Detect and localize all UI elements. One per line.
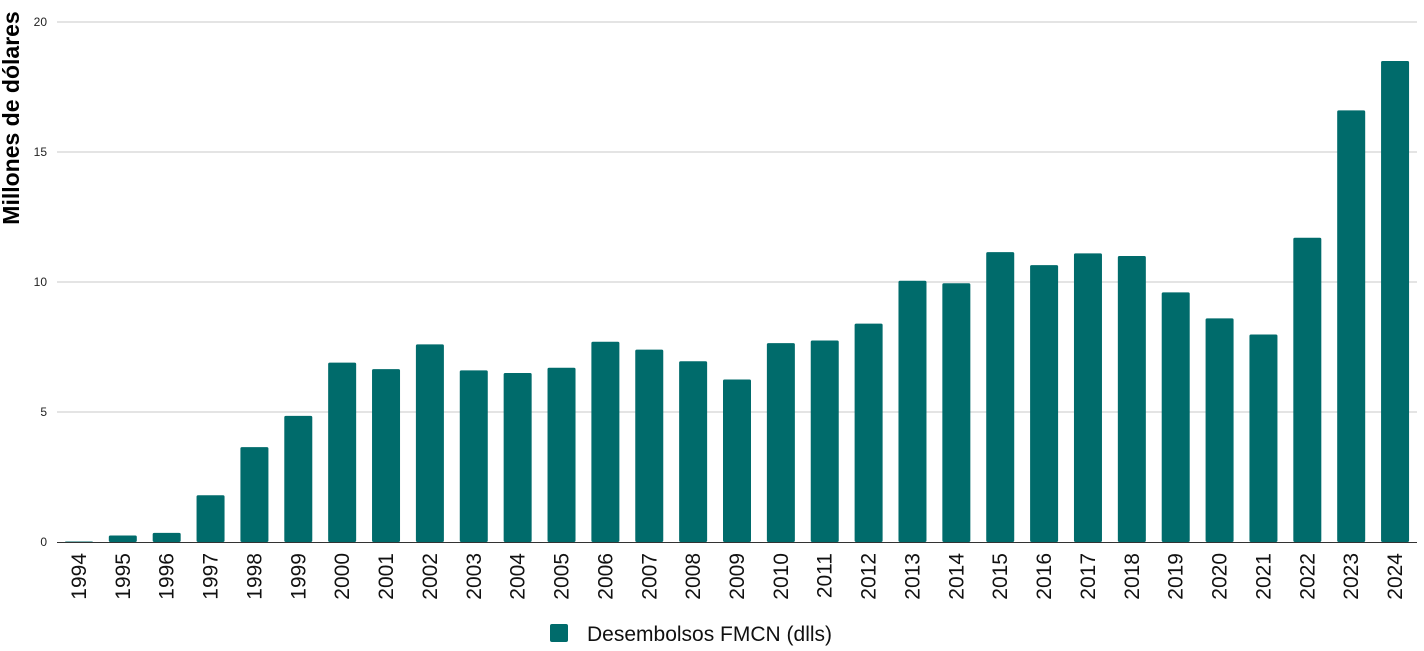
bar-2007 [635,349,664,542]
x-tick-label: 1997 [200,553,223,600]
bar-2020 [1205,318,1234,542]
x-tick-label: 2024 [1384,553,1407,600]
bar-2011 [810,340,839,542]
bar-2005 [547,367,576,542]
x-tick-label: 2007 [638,553,661,600]
x-tick-label: 2004 [507,553,530,600]
bar-1994 [64,541,93,542]
y-tick-label: 10 [34,275,48,289]
y-tick-label: 5 [40,405,47,419]
x-tick-label: 2020 [1209,553,1232,600]
bar-2012 [854,323,883,542]
bar-2008 [679,361,708,542]
y-axis-title: Millones de dólares [0,11,24,224]
bar-2000 [328,362,357,542]
bar-2014 [942,283,971,542]
bar-2017 [1073,253,1102,542]
x-tick-label: 2013 [901,553,924,600]
bar-2003 [459,370,488,542]
y-tick-label: 0 [40,535,47,549]
x-tick-label: 2016 [1033,553,1056,600]
x-tick-label: 1999 [287,553,310,600]
bar-2001 [372,369,401,542]
bar-2009 [723,379,751,542]
bar-2018 [1117,256,1146,542]
bar-2015 [986,252,1015,542]
x-tick-label: 2000 [331,553,354,600]
bar-2016 [1030,265,1059,542]
x-tick-label: 2018 [1121,553,1144,600]
x-tick-label: 2008 [682,553,705,600]
x-tick-label: 2005 [551,553,574,600]
x-axis-ticks: 1994 1995 1996 1997 1998 1999 2000 2001 2002 2003… [68,553,1407,600]
bar-1999 [284,415,313,542]
x-tick-label: 2023 [1340,553,1363,600]
x-tick-label: 2003 [463,553,486,600]
bar-1996 [152,532,181,542]
x-tick-label: 2006 [594,553,617,600]
bar-2024 [1381,61,1410,542]
x-tick-label: 2019 [1165,553,1188,600]
bar-2006 [591,341,620,542]
bar-2023 [1337,110,1366,543]
x-tick-label: 2009 [726,553,749,600]
x-tick-label: 2021 [1252,553,1275,600]
legend-swatch [550,624,568,642]
bar-2022 [1293,237,1322,543]
y-tick-label: 20 [34,15,48,29]
bar-2002 [415,344,444,542]
bar-2021 [1249,334,1278,542]
x-tick-label: 2015 [989,553,1012,600]
x-tick-label: 2012 [858,553,881,600]
x-tick-label: 1995 [112,553,135,600]
bar-2004 [503,373,532,542]
bar-2019 [1161,292,1190,542]
x-tick-label: 2001 [375,553,398,600]
x-tick-label: 2017 [1077,553,1100,600]
x-tick-label: 2014 [945,553,968,600]
x-tick-label: 1996 [156,553,179,600]
bar-1995 [108,535,137,542]
legend-label: Desembolsos FMCN (dlls) [587,623,832,646]
x-tick-label: 2010 [770,553,793,600]
bar-2010 [766,343,795,542]
x-tick-label: 1998 [243,553,266,600]
x-tick-label: 1994 [68,553,91,600]
bar-1997 [196,495,225,542]
x-tick-label: 2022 [1296,553,1319,600]
y-axis-ticks: 0 5 10 15 20 [34,15,48,549]
y-tick-label: 15 [34,145,48,159]
x-tick-label: 2011 [814,553,837,598]
legend: Desembolsos FMCN (dlls) [550,623,832,646]
x-tick-label: 2002 [419,553,442,600]
bar-2013 [898,280,927,542]
bars [64,61,1410,543]
bar-1998 [240,447,269,542]
